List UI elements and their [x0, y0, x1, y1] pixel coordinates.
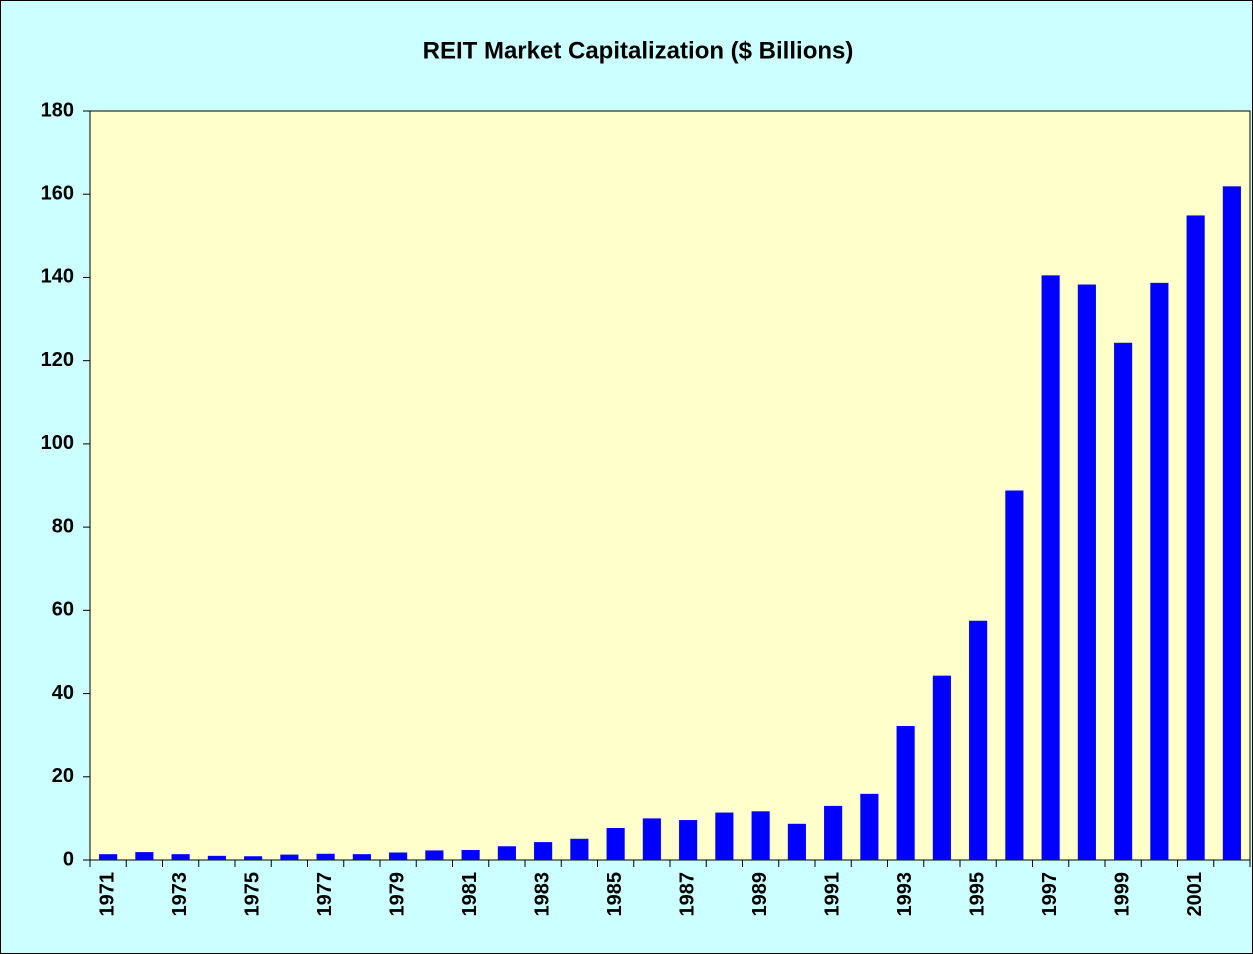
bar [642, 818, 661, 860]
y-tick-label: 160 [41, 183, 74, 205]
bar [896, 726, 915, 860]
x-tick-label: 1973 [169, 872, 191, 917]
y-tick-label: 0 [63, 848, 74, 870]
chart-title: REIT Market Capitalization ($ Billions) [423, 37, 854, 64]
bar [1222, 186, 1241, 861]
x-tick-label: 1977 [314, 872, 336, 917]
bar [461, 850, 480, 860]
x-tick-label: 1995 [966, 872, 988, 917]
bar [1186, 215, 1205, 860]
x-tick-label: 1993 [894, 872, 916, 917]
y-tick-label: 20 [52, 765, 74, 787]
y-tick-label: 60 [52, 599, 74, 621]
x-tick-label: 1979 [386, 872, 408, 917]
x-tick-label: 1971 [96, 872, 118, 917]
plot-area [89, 110, 1251, 861]
x-tick-label: 1985 [604, 872, 626, 917]
bar [244, 856, 263, 860]
bar [497, 846, 516, 860]
bar [534, 842, 553, 860]
bar [1114, 342, 1133, 860]
bar [570, 838, 589, 860]
bar [932, 675, 951, 860]
bar [425, 850, 444, 860]
bar [679, 820, 698, 860]
x-tick-label: 1989 [749, 872, 771, 917]
x-tick-label: 1991 [821, 872, 843, 917]
bar [751, 811, 770, 860]
x-tick-label: 1975 [241, 872, 263, 917]
bar [352, 854, 371, 860]
bar [824, 805, 843, 860]
bar [1005, 490, 1024, 860]
bar [860, 793, 879, 860]
bar [969, 620, 988, 860]
x-tick-label: 1981 [459, 872, 481, 917]
x-tick-label: 1987 [676, 872, 698, 917]
y-tick-label: 120 [41, 349, 74, 371]
bar [207, 855, 226, 860]
bar [99, 854, 118, 860]
bar [171, 854, 190, 860]
x-tick-label: 1997 [1039, 872, 1061, 917]
y-tick-label: 180 [41, 99, 74, 121]
x-tick-label: 1983 [531, 872, 553, 917]
y-tick-label: 80 [52, 515, 74, 537]
x-tick-label: 1999 [1111, 872, 1133, 917]
bar [389, 852, 408, 860]
bar [606, 827, 625, 860]
x-tick-label: 2001 [1184, 872, 1206, 917]
bar [1077, 284, 1096, 861]
y-tick-label: 40 [52, 682, 74, 704]
bar [280, 854, 299, 860]
bar [1041, 275, 1060, 860]
bar [316, 853, 335, 860]
bar [715, 812, 734, 860]
y-tick-label: 140 [41, 266, 74, 288]
bar [1150, 282, 1169, 860]
y-tick-label: 100 [41, 432, 74, 454]
bar [787, 823, 806, 860]
bar [135, 852, 154, 860]
